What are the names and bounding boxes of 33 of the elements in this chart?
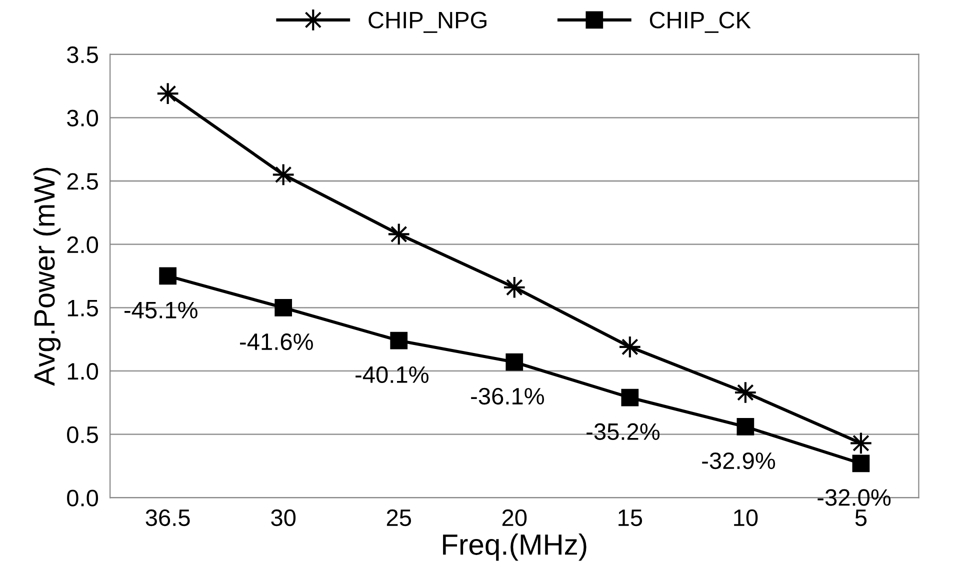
x-tick-label: 5 [855,510,867,526]
point [736,418,754,436]
y-tick-label: 0.0 [67,490,98,506]
y-tick-label: 1.5 [68,300,98,316]
y-tick-label: 3.0 [67,110,98,126]
annotation: -32.9% [702,452,776,470]
y-tick-label: 2.5 [67,173,98,190]
annotation: -45.1% [124,302,198,318]
legend-label: CHIP_CK [650,12,751,33]
annotation: -35.2% [586,423,660,440]
point [274,298,292,316]
point [159,267,176,285]
point [506,353,524,371]
x-tick-label: 15 [618,510,642,526]
y-tick-label: 0.5 [67,426,98,444]
annotation: -40.1% [356,366,428,384]
point [621,388,639,406]
annotation: -32.0% [818,489,891,506]
x-tick-label: 25 [386,509,412,526]
x-axis-title: Freq.(MHz) [443,534,586,561]
y-tick-label: 2.0 [67,236,98,254]
point [390,332,408,350]
x-tick-label: 30 [271,509,296,526]
point [852,454,870,472]
x-tick-label: 10 [734,509,758,526]
y-axis-title: Avg.Power (mW) [33,168,61,386]
annotation: -41.6% [240,333,313,350]
y-tick-label: 3.5 [67,46,98,64]
y-tick-label: 1.0 [68,363,98,380]
x-tick-label: 20 [502,509,527,526]
annotation: -36.1% [471,388,544,405]
legend-label: CHIP_NPG [368,12,486,33]
x-tick-label: 36.5 [146,509,190,526]
